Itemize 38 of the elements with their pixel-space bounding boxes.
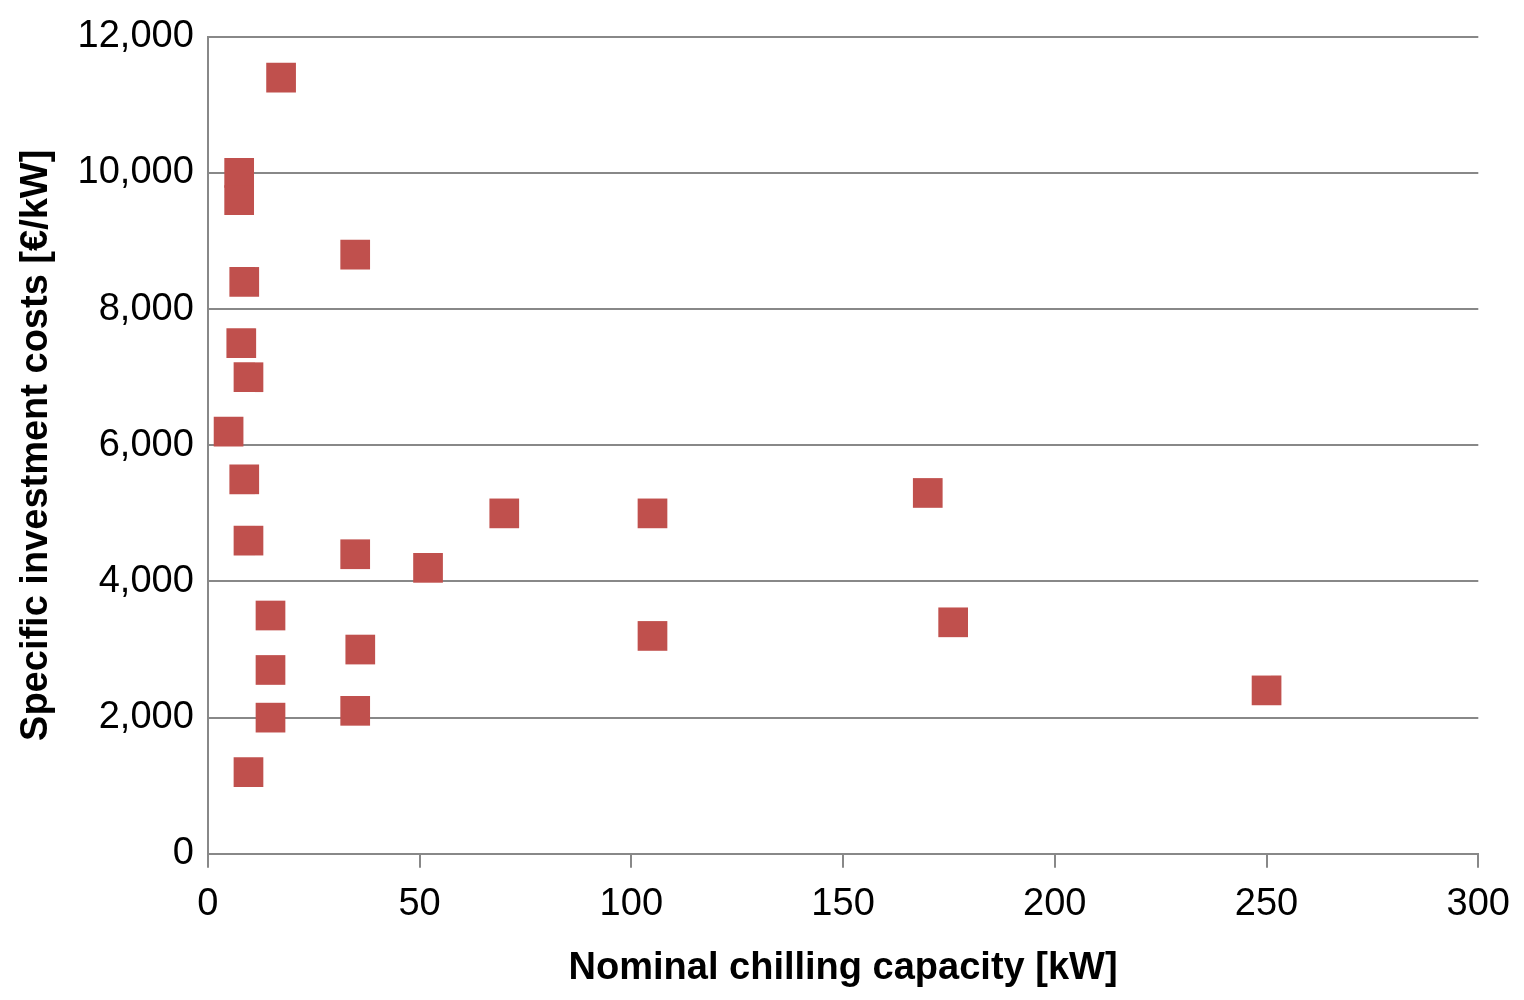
point xyxy=(489,498,520,529)
point xyxy=(233,757,264,787)
point xyxy=(224,185,255,216)
point xyxy=(340,239,371,270)
x-tick-label: 200 xyxy=(1023,881,1087,924)
point xyxy=(266,62,296,93)
point xyxy=(637,621,668,651)
point xyxy=(255,702,286,733)
x-tick-label: 100 xyxy=(599,881,664,924)
y-tick-label: 12,000 xyxy=(77,13,194,56)
x-tick-label: 250 xyxy=(1234,881,1299,924)
y-tick-label: 0 xyxy=(172,830,194,873)
point xyxy=(255,600,286,631)
point xyxy=(413,553,443,583)
point xyxy=(229,267,260,297)
point xyxy=(938,607,969,638)
y-tick-label: 4,000 xyxy=(98,557,194,600)
x-axis-title: Nominal chilling capacity [kW] xyxy=(568,944,1118,987)
point xyxy=(340,695,371,726)
point xyxy=(637,498,668,529)
y-tick-label: 6,000 xyxy=(98,421,194,464)
point xyxy=(345,634,376,665)
y-tick-label: 10,000 xyxy=(77,149,194,192)
point xyxy=(233,525,264,556)
y-tick-label: 8,000 xyxy=(98,285,194,328)
x-tick-label: 150 xyxy=(811,881,875,924)
point xyxy=(233,362,264,393)
point xyxy=(229,464,260,495)
x-tick-label: 50 xyxy=(398,881,441,924)
point xyxy=(226,328,257,359)
y-tick-label: 2,000 xyxy=(98,694,194,737)
x-tick-label: 300 xyxy=(1446,881,1510,924)
point xyxy=(255,655,286,685)
point xyxy=(213,416,244,447)
point xyxy=(1251,675,1282,706)
point xyxy=(912,478,943,508)
point xyxy=(340,539,371,570)
y-axis-title: Specific investment costs [€/kW] xyxy=(13,149,56,741)
